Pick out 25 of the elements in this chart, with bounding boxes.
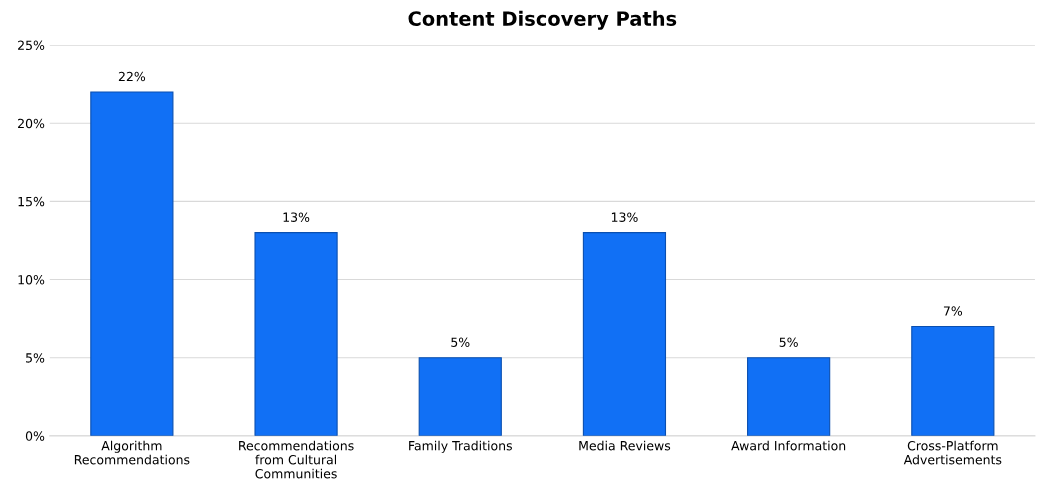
y-tick-label: 10% [18,275,45,285]
bar [254,232,338,436]
y-tick-label: 0% [25,431,45,441]
data-label: 5% [451,337,470,347]
y-tick-label: 20% [18,118,45,129]
data-label: 13% [611,212,638,222]
x-tick-label: Family Traditions [409,440,512,453]
bar [90,91,174,436]
x-tick-label: Cross-Platform Advertisements [903,440,1002,465]
data-label: 13% [283,212,310,222]
bar [747,357,831,436]
data-label: 22% [118,71,146,82]
x-tick-label: Award Information [731,440,846,451]
y-tick-label: 15% [18,196,45,207]
chart-title: Content Discovery Paths [408,10,677,30]
x-tick-label: Algorithm Recommendations [74,440,190,465]
y-tick-label: 25% [18,40,45,51]
x-tick-label: Media Reviews [579,440,671,451]
bar [418,357,502,436]
data-label: 7% [943,306,963,316]
bar [911,325,995,436]
bar [582,232,667,436]
x-tick-label: Recommendations from Cultural Communities [239,440,354,479]
y-tick-label: 5% [26,353,45,363]
data-label: 5% [779,337,798,347]
